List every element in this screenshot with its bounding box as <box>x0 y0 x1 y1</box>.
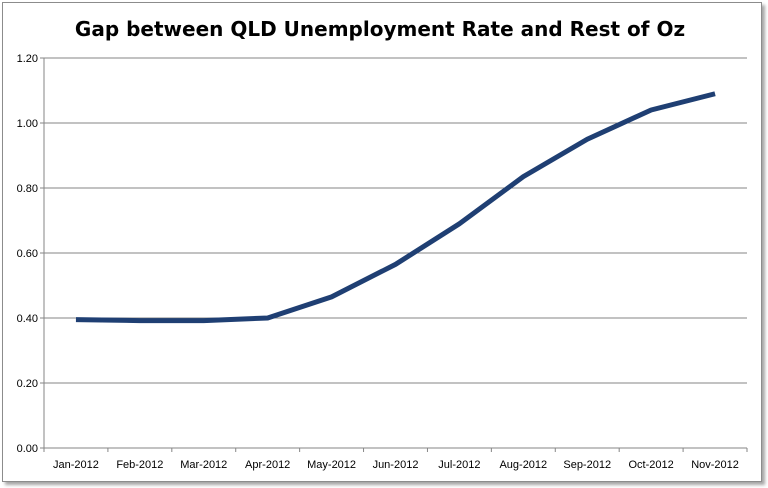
x-axis-ticks: Jan-2012 Feb-2012 Mar-2012 Apr-2012 May-2012… <box>43 448 748 471</box>
x-tick-label: Sep-2012 <box>563 459 611 471</box>
x-tick-label: Aug-2012 <box>499 459 547 471</box>
series-line <box>75 91 716 324</box>
x-tick-label: Nov-2012 <box>691 459 739 471</box>
y-tick-label: 0.00 <box>17 443 38 455</box>
x-tick-label: Jul-2012 <box>438 459 480 471</box>
chart-title: Gap between QLD Unemployment Rate and Re… <box>75 17 685 41</box>
gridlines <box>44 57 747 384</box>
x-tick-label: Feb-2012 <box>116 459 163 471</box>
y-tick-label: 0.80 <box>17 183 38 195</box>
x-tick-label: Jun-2012 <box>373 459 419 471</box>
y-tick-label: 1.20 <box>17 53 38 65</box>
x-tick-label: Oct-2012 <box>629 459 674 471</box>
x-tick-label: Jan-2012 <box>53 459 99 471</box>
y-tick-label: 0.20 <box>17 378 38 390</box>
x-tick-label: May-2012 <box>307 459 356 471</box>
series-group <box>75 91 716 324</box>
chart-frame <box>2 2 762 482</box>
y-tick-label: 0.60 <box>17 248 38 260</box>
y-tick-label: 1.00 <box>17 118 38 130</box>
y-tick-label: 0.40 <box>17 313 38 325</box>
y-axis-ticks: 0.00 0.20 0.40 0.60 0.80 1.00 1.20 <box>17 53 44 455</box>
x-tick-label: Apr-2012 <box>245 459 290 471</box>
x-tick-label: Mar-2012 <box>180 459 227 471</box>
